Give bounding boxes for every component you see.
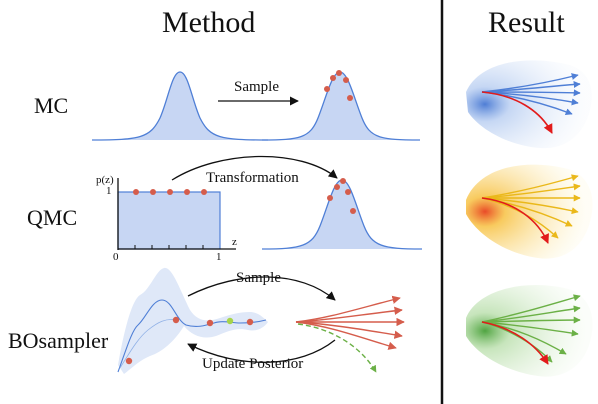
bo-sample-points bbox=[125, 316, 254, 365]
result-title: Result bbox=[488, 6, 565, 39]
mc-right-gaussian bbox=[261, 71, 421, 141]
result-qmc bbox=[466, 164, 593, 259]
bo-sample-label: Sample bbox=[236, 270, 281, 286]
mc-left-gaussian bbox=[91, 71, 269, 141]
axis-tick-one-x: 1 bbox=[216, 251, 222, 263]
result-mc bbox=[466, 60, 592, 149]
axis-tick-one-y: 1 bbox=[106, 185, 112, 197]
mc-sample-label: Sample bbox=[234, 79, 279, 95]
row-label-qmc: QMC bbox=[27, 205, 78, 230]
qmc-right-gaussian bbox=[261, 179, 423, 250]
bo-update-label: Update Posterior bbox=[202, 356, 304, 372]
row-label-bosampler: BOsampler bbox=[8, 328, 109, 353]
method-title: Method bbox=[162, 6, 256, 39]
bo-trajectories bbox=[295, 295, 405, 350]
qmc-transformation-label: Transformation bbox=[206, 170, 299, 186]
axis-tick-zero: 0 bbox=[113, 251, 119, 263]
bo-sample-arrow bbox=[187, 276, 336, 301]
mc-sample-points bbox=[324, 70, 353, 101]
bo-update-arrow bbox=[187, 339, 336, 363]
qmc-uniform-points bbox=[133, 189, 207, 195]
bo-failed-trajectory bbox=[297, 323, 377, 373]
axis-label-z: z bbox=[232, 236, 237, 248]
qmc-sample-points bbox=[327, 178, 356, 214]
bo-gp-posterior bbox=[117, 267, 268, 374]
qmc-transformation-arrow bbox=[171, 155, 338, 181]
qmc-uniform-plot bbox=[117, 178, 236, 250]
axis-label-pz: p(z) bbox=[96, 174, 114, 186]
row-label-mc: MC bbox=[34, 93, 69, 118]
result-bosampler bbox=[466, 285, 593, 377]
